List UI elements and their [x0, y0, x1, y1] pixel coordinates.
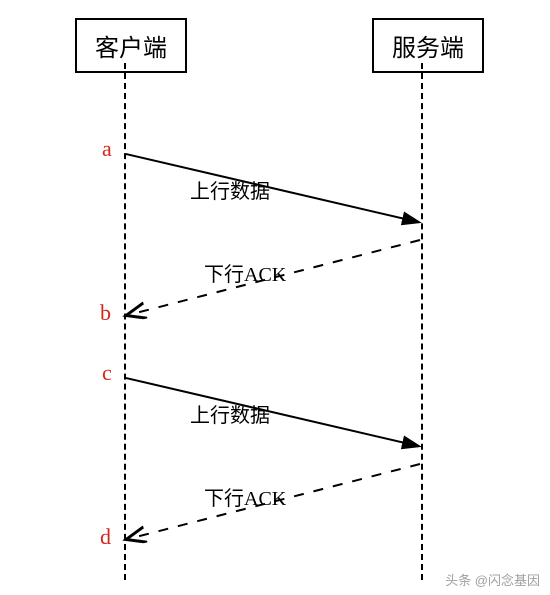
lifeline-server [421, 63, 423, 580]
message-arrow-0 [126, 154, 418, 222]
participant-client: 客户端 [75, 18, 187, 73]
marker-d: d [100, 524, 111, 550]
marker-b: b [100, 300, 111, 326]
msg-label-1: 下行ACK [204, 258, 286, 287]
msg-label-3: 下行ACK [204, 482, 286, 511]
participant-server: 服务端 [372, 18, 484, 73]
watermark: 头条 @闪念基因 [445, 570, 540, 589]
lifeline-client [124, 63, 126, 580]
participant-client-label: 客户端 [95, 28, 167, 63]
msg-label-2: 上行数据 [190, 399, 270, 428]
msg-label-0: 上行数据 [190, 175, 270, 204]
marker-c: c [102, 360, 112, 386]
participant-server-label: 服务端 [392, 28, 464, 63]
message-arrow-2 [126, 378, 418, 446]
marker-a: a [102, 136, 112, 162]
